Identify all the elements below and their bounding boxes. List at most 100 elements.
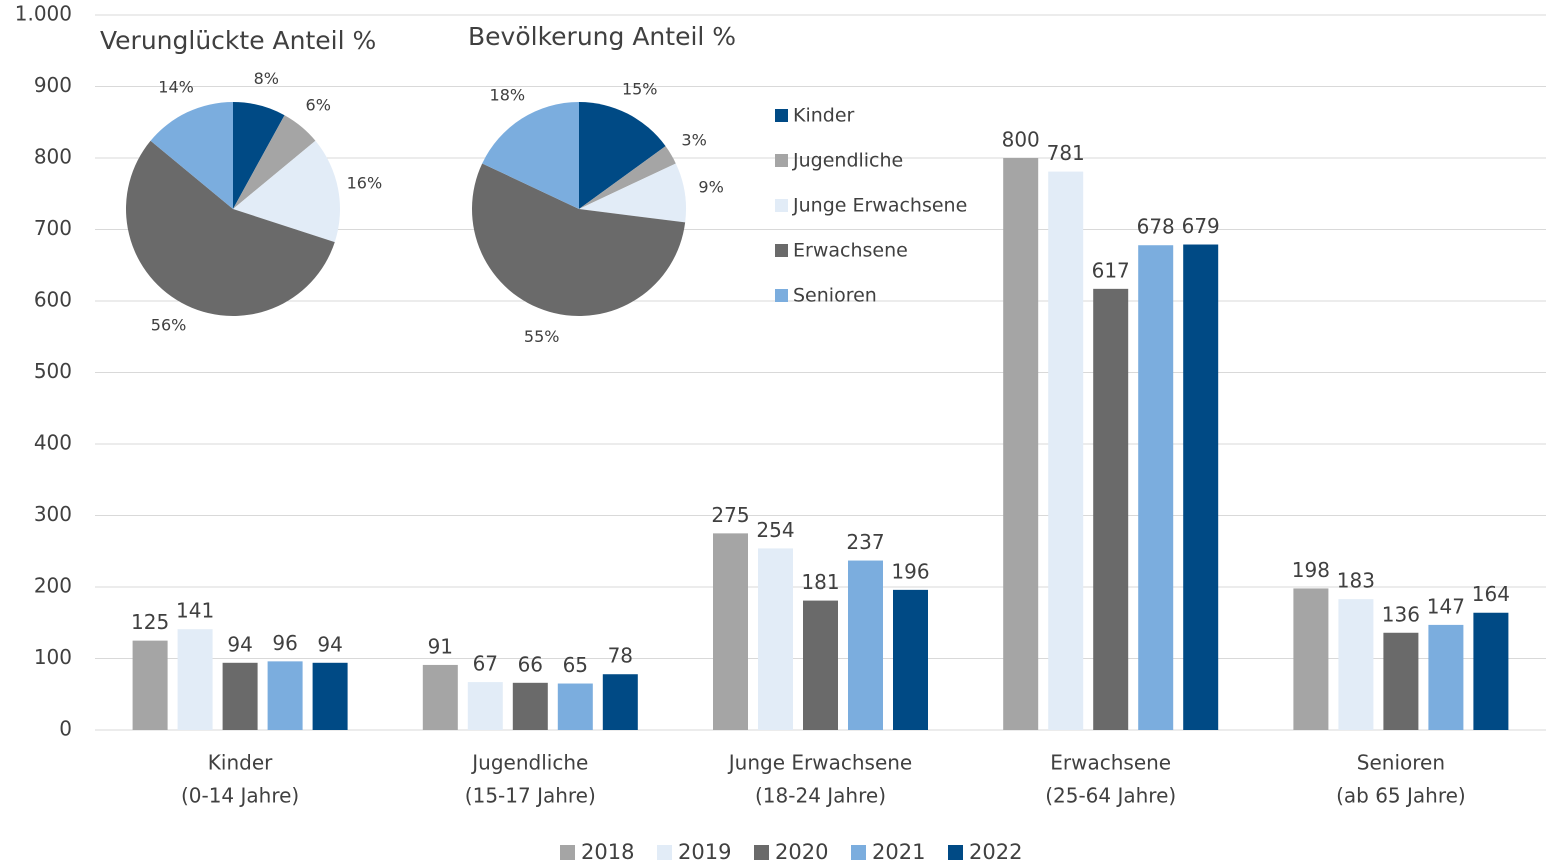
legend-label: Junge Erwachsene: [792, 195, 967, 217]
y-tick-label: 800: [34, 145, 72, 169]
bar: [1048, 171, 1084, 730]
y-tick-label: 600: [34, 288, 72, 312]
pie-label: 55%: [524, 327, 560, 346]
bar: [1003, 158, 1039, 730]
bar: [132, 640, 168, 730]
data-label: 65: [563, 653, 588, 677]
data-label: 181: [801, 570, 839, 594]
bar: [1138, 245, 1174, 731]
pie-title: Bevölkerung Anteil %: [468, 22, 736, 51]
data-label: 94: [227, 632, 252, 656]
x-tick-label: (18-24 Jahre): [755, 784, 886, 808]
data-label: 91: [428, 634, 453, 658]
legend-label: 2022: [969, 840, 1022, 864]
y-tick-label: 100: [34, 645, 72, 669]
y-tick-label: 900: [34, 73, 72, 97]
pie-slice: [579, 102, 666, 209]
x-tick-label: Junge Erwachsene: [727, 751, 912, 775]
pie-label: 3%: [681, 130, 706, 149]
y-tick-label: 500: [34, 359, 72, 383]
x-tick-label: (ab 65 Jahre): [1336, 784, 1466, 808]
legend-label: Kinder: [793, 105, 855, 127]
legend-label: Erwachsene: [793, 240, 908, 262]
data-label: 125: [131, 610, 169, 634]
data-label: 198: [1292, 558, 1330, 582]
y-tick-label: 700: [34, 216, 72, 240]
legend-swatch: [560, 845, 575, 860]
legend-swatch: [775, 244, 788, 257]
bar: [312, 662, 348, 730]
pie-slice: [125, 140, 335, 316]
x-tick-label: (15-17 Jahre): [465, 784, 596, 808]
bar: [1383, 632, 1419, 730]
bar: [803, 600, 838, 730]
x-tick-label: Jugendliche: [470, 751, 588, 775]
pie-slice: [233, 140, 340, 243]
bar: [893, 589, 928, 730]
legend-swatch: [775, 154, 788, 167]
bar: [467, 682, 503, 730]
data-label: 254: [756, 518, 794, 542]
legend-label: 2020: [775, 840, 828, 864]
data-label: 800: [1002, 128, 1040, 152]
bar: [1293, 588, 1329, 730]
y-tick-label: 200: [34, 574, 72, 598]
pie-slice: [579, 146, 676, 209]
legend-label: Senioren: [793, 285, 877, 307]
pie-label: 56%: [151, 316, 187, 335]
data-label: 679: [1182, 214, 1220, 238]
pie-label: 18%: [490, 86, 526, 105]
bar: [222, 662, 258, 730]
legend-label: Jugendliche: [792, 150, 903, 172]
data-label: 147: [1427, 594, 1465, 618]
legend-swatch: [775, 199, 788, 212]
bar: [713, 533, 748, 730]
pie-slice: [482, 102, 579, 209]
data-label: 66: [518, 652, 543, 676]
bar: [512, 682, 548, 730]
legend-swatch: [754, 845, 769, 860]
bar: [1093, 288, 1129, 730]
pie-slice: [472, 163, 686, 316]
bar: [848, 560, 883, 730]
data-label: 141: [176, 599, 214, 623]
bar: [267, 661, 303, 730]
bar: [177, 629, 213, 730]
pie-label: 14%: [158, 77, 194, 96]
pie-slice: [233, 115, 316, 209]
pie-slice: [233, 102, 285, 209]
legend-swatch: [775, 289, 788, 302]
data-label: 164: [1472, 582, 1510, 606]
data-label: 94: [317, 632, 342, 656]
x-tick-label: Kinder: [208, 751, 273, 775]
y-tick-label: 400: [34, 431, 72, 455]
pie-label: 8%: [254, 69, 279, 88]
pie-label: 16%: [347, 173, 383, 192]
bar: [1473, 612, 1509, 730]
legend-swatch: [851, 845, 866, 860]
data-label: 136: [1382, 602, 1420, 626]
data-label: 196: [891, 559, 929, 583]
pie-label: 9%: [698, 178, 723, 197]
x-tick-label: Senioren: [1357, 751, 1445, 775]
pie-label: 6%: [306, 95, 331, 114]
bar: [422, 664, 458, 730]
pie-label: 15%: [622, 79, 658, 98]
y-tick-label: 300: [34, 502, 72, 526]
legend-swatch: [657, 845, 672, 860]
bar: [1183, 244, 1219, 730]
legend-swatch: [775, 109, 788, 122]
legend-label: 2021: [872, 840, 925, 864]
pie-title: Verunglückte Anteil %: [100, 26, 376, 55]
bar: [1338, 599, 1374, 730]
bar: [1428, 624, 1464, 730]
data-label: 275: [711, 503, 749, 527]
data-label: 678: [1137, 215, 1175, 239]
legend-label: 2018: [581, 840, 634, 864]
bar: [758, 548, 793, 730]
pie-slice: [579, 163, 686, 223]
data-label: 183: [1337, 569, 1375, 593]
legend-swatch: [948, 845, 963, 860]
bar: [557, 683, 593, 730]
